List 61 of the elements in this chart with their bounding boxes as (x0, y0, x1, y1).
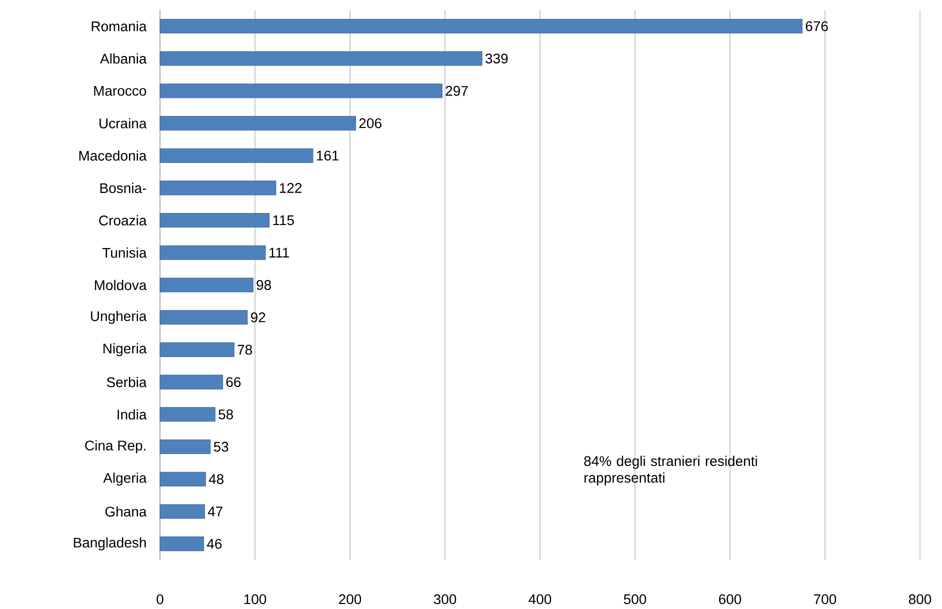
x-tick-label: 100 (244, 594, 266, 604)
data-label: 46 (206, 538, 222, 549)
x-tick-label: 500 (624, 594, 646, 604)
data-label: 111 (269, 248, 289, 258)
bar (160, 51, 482, 66)
bar (160, 116, 356, 130)
y-tick-label: Tunisia (102, 248, 147, 258)
data-label: 676 (806, 21, 828, 32)
x-tick-label: 200 (339, 594, 362, 604)
annotation: 84% degli stranieri residenti rappresentati (584, 456, 757, 486)
y-tick-label: Bosnia- (100, 182, 146, 194)
x-tick-label: 400 (528, 594, 552, 604)
x-tick-label: 0 (156, 594, 164, 604)
bar (160, 536, 204, 552)
data-label: 48 (208, 474, 224, 484)
y-tick-label: Moldova (94, 280, 147, 290)
bar (160, 213, 270, 228)
bar (160, 148, 314, 163)
data-label: 53 (214, 442, 228, 452)
y-tick-label: Serbia (106, 376, 147, 388)
bar (160, 245, 266, 260)
data-label: 58 (218, 409, 233, 420)
data-label: 98 (256, 280, 271, 290)
bar (160, 407, 216, 422)
data-label: 122 (280, 183, 302, 193)
bar (160, 504, 205, 519)
data-label: 66 (226, 377, 241, 388)
data-label: 161 (316, 150, 339, 161)
x-tick-label: 600 (719, 594, 742, 604)
y-tick-label: Algeria (103, 472, 147, 486)
bar (160, 374, 223, 390)
y-tick-label: Croazia (99, 215, 147, 226)
y-tick-label: Ungheria (90, 310, 147, 324)
y-tick-label: Bangladesh (74, 537, 146, 550)
bar (160, 342, 234, 357)
data-label: 297 (446, 86, 468, 96)
y-tick-label: Nigeria (104, 343, 147, 356)
data-label: 78 (238, 344, 252, 355)
bar (160, 18, 802, 34)
y-tick-label: Romania (92, 21, 147, 32)
bar (160, 472, 206, 486)
data-label: 92 (250, 312, 266, 322)
data-label: 115 (273, 215, 294, 226)
bar (160, 84, 442, 98)
y-tick-label: India (118, 409, 147, 420)
y-tick-label: Marocco (94, 86, 146, 96)
bar (160, 439, 211, 454)
data-label: 339 (486, 54, 508, 64)
data-label: 47 (208, 506, 222, 516)
bar (160, 180, 276, 196)
bar (160, 310, 248, 325)
y-tick-label: Ucraina (100, 118, 147, 128)
data-label: 206 (359, 118, 382, 128)
y-tick-label: Macedonia (79, 150, 147, 161)
bar (160, 278, 254, 292)
y-tick-label: Albania (100, 53, 147, 64)
y-tick-label: Ghana (105, 506, 147, 517)
x-tick-label: 700 (814, 594, 836, 604)
y-tick-label: Cina Rep. (85, 440, 146, 454)
x-tick-label: 800 (908, 594, 932, 604)
x-tick-label: 300 (434, 594, 456, 604)
